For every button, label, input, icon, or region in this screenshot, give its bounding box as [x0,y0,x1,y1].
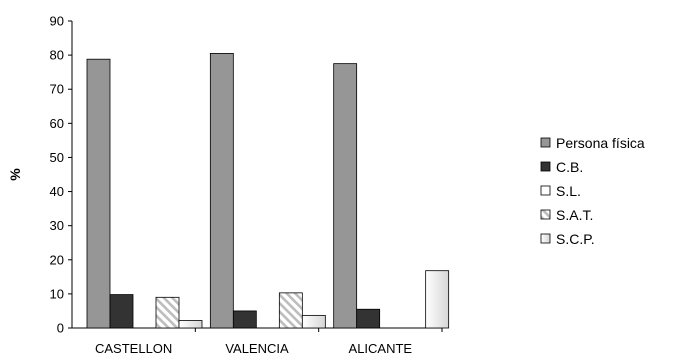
legend: Persona física C.B. S.L. S.A.T. S.C.P. [540,135,645,247]
legend-swatch [540,137,551,148]
y-tick-label: 70 [50,82,64,97]
legend-swatch [540,161,551,172]
bar-s-a-t--valencia [278,292,303,329]
y-tick-label: 50 [50,150,64,165]
bar-s-c-p--castellon [178,320,203,329]
legend-swatch [540,233,551,244]
y-axis-label: % [7,168,23,181]
legend-label: C.B. [556,159,583,175]
legend-swatch [540,209,551,220]
axes: 0 10 20 30 40 50 60 70 80 90% CASTELLON VALENCIA ALI… [7,14,443,356]
bar-c-b--valencia [232,310,257,329]
y-tick-label: 80 [50,48,64,63]
bars [86,53,450,329]
bar-c-b--castellon [109,294,134,329]
y-tick-label: 30 [50,218,64,233]
y-tick-label: 90 [50,14,64,29]
bar-persona-f-sica-valencia [209,53,234,329]
bar-s-c-p--valencia [301,314,326,329]
legend-swatch [540,185,551,196]
bar-persona-f-sica-alicante [333,63,358,329]
legend-label: S.C.P. [556,231,595,247]
x-tick-label: CASTELLON [95,341,172,356]
y-tick-label: 10 [50,286,64,301]
x-tick-label: ALICANTE [349,341,413,356]
legend-label: S.A.T. [556,207,593,223]
bar-c-b--alicante [356,308,381,329]
x-tick-label: VALENCIA [225,341,289,356]
y-tick-label: 60 [50,116,64,131]
legend-label: S.L. [556,183,581,199]
legend-label: Persona física [556,135,645,151]
y-tick-label: 40 [50,184,64,199]
y-tick-label: 0 [57,321,64,336]
bar-s-c-p--alicante [425,270,450,329]
bar-persona-f-sica-castellon [86,58,111,329]
bar-s-a-t--castellon [155,296,180,329]
y-tick-label: 20 [50,252,64,267]
